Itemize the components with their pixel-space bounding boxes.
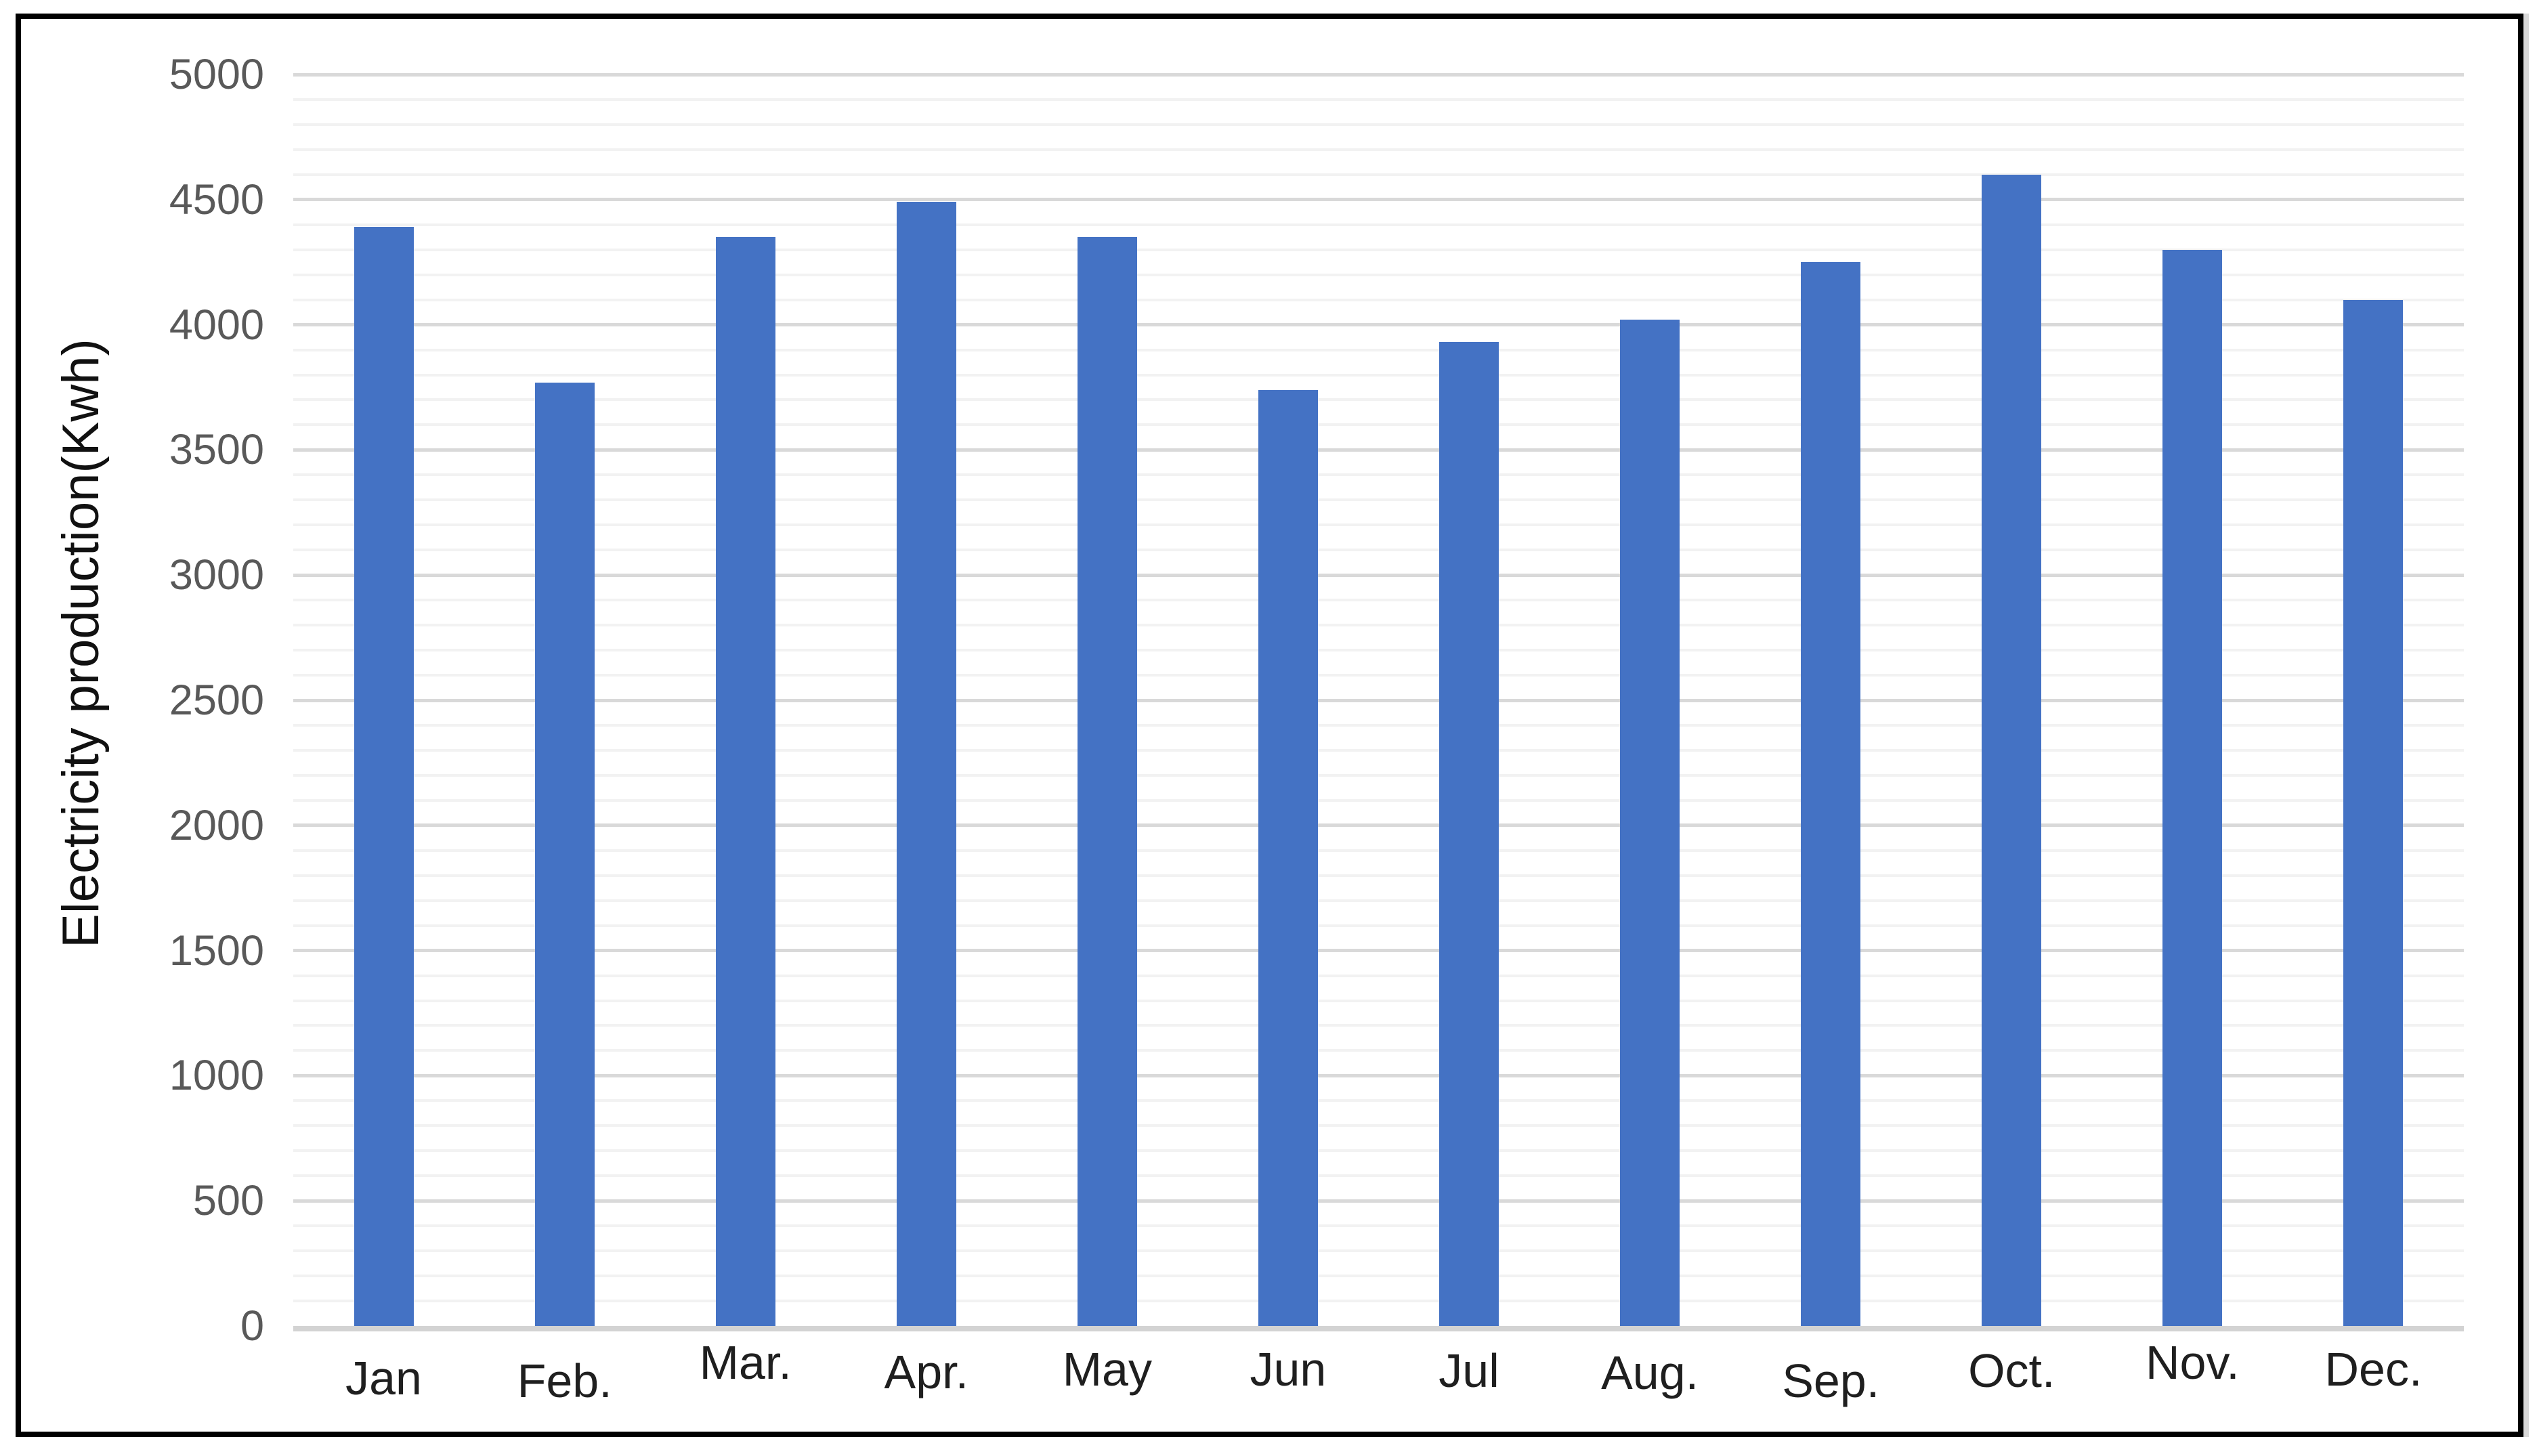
- y-tick-label: 3500: [169, 426, 264, 474]
- bar-jan: [354, 227, 414, 1326]
- bar-jul: [1439, 342, 1499, 1326]
- gridline-minor: [293, 723, 2464, 727]
- bar-feb: [534, 383, 595, 1326]
- gridline-minor: [293, 473, 2464, 477]
- gridline-minor: [293, 999, 2464, 1002]
- gridline-major: [293, 1073, 2464, 1077]
- y-tick-label: 500: [192, 1177, 264, 1225]
- gridline-major: [293, 72, 2464, 77]
- gridline-minor: [293, 599, 2464, 602]
- gridline-minor: [293, 1024, 2464, 1027]
- gridline-minor: [293, 748, 2464, 752]
- y-tick-label: 0: [240, 1302, 264, 1350]
- gridline-minor: [293, 1300, 2464, 1303]
- gridline-major: [293, 949, 2464, 953]
- gridline-minor: [293, 974, 2464, 977]
- bar-apr: [896, 202, 956, 1326]
- gridline-minor: [293, 1249, 2464, 1253]
- gridline-minor: [293, 1049, 2464, 1052]
- gridline-minor: [293, 1099, 2464, 1102]
- x-axis-label: Mar.: [699, 1336, 792, 1389]
- gridline-minor: [293, 1224, 2464, 1228]
- gridline-minor: [293, 123, 2464, 126]
- x-axis-label: Aug.: [1601, 1346, 1699, 1399]
- x-axis-label: Nov.: [2145, 1336, 2240, 1389]
- gridline-minor: [293, 173, 2464, 176]
- gridline-minor: [293, 373, 2464, 377]
- gridline-minor: [293, 98, 2464, 101]
- gridline-major: [293, 448, 2464, 452]
- bar-jun: [1258, 390, 1318, 1326]
- bar-nov: [2162, 250, 2223, 1326]
- gridline-minor: [293, 549, 2464, 552]
- gridline-minor: [293, 273, 2464, 276]
- gridline-minor: [293, 1124, 2464, 1128]
- bar-dec: [2343, 300, 2404, 1326]
- gridline-minor: [293, 1149, 2464, 1153]
- gridline-minor: [293, 1275, 2464, 1278]
- gridline-minor: [293, 298, 2464, 301]
- gridline-minor: [293, 1174, 2464, 1178]
- gridline-major: [293, 323, 2464, 327]
- gridline-minor: [293, 798, 2464, 802]
- bar-may: [1077, 237, 1137, 1326]
- bar-oct: [1982, 175, 2042, 1326]
- gridline-minor: [293, 924, 2464, 927]
- x-axis-label: Jun: [1250, 1343, 1327, 1396]
- gridline-minor: [293, 223, 2464, 226]
- gridline-minor: [293, 874, 2464, 877]
- gridline-minor: [293, 899, 2464, 902]
- y-tick-label: 4000: [169, 301, 264, 349]
- x-axis-label: Dec.: [2324, 1343, 2423, 1396]
- gridline-major: [293, 1199, 2464, 1203]
- gridline-major: [293, 698, 2464, 702]
- gridline-minor: [293, 348, 2464, 351]
- x-axis-label: Jul: [1438, 1344, 1499, 1397]
- y-tick-label: 3000: [169, 551, 264, 599]
- y-tick-label: 2000: [169, 801, 264, 849]
- x-axis-label: Sep.: [1782, 1354, 1880, 1407]
- y-tick-label: 1000: [169, 1052, 264, 1100]
- gridline-minor: [293, 674, 2464, 677]
- gridline-minor: [293, 523, 2464, 527]
- gridline-minor: [293, 649, 2464, 652]
- x-axis-label: Jan: [345, 1352, 422, 1405]
- gridline-minor: [293, 148, 2464, 151]
- y-tick-label: 2500: [169, 677, 264, 724]
- gridline-minor: [293, 773, 2464, 777]
- gridline-major: [293, 573, 2464, 577]
- bar-mar: [715, 237, 775, 1326]
- gridline-minor: [293, 498, 2464, 502]
- bar-aug: [1620, 320, 1680, 1326]
- gridline-minor: [293, 849, 2464, 852]
- x-axis-label: Apr.: [884, 1346, 969, 1398]
- gridline-minor: [293, 398, 2464, 402]
- chart-frame: Electricity production(Kwh) 0 500 1000 1500…: [16, 14, 2523, 1437]
- y-tick-label: 4500: [169, 175, 264, 223]
- bar-sep: [1801, 262, 1861, 1326]
- plot-area: [293, 72, 2464, 1326]
- gridline-minor: [293, 624, 2464, 627]
- y-tick-label: 5000: [169, 51, 264, 98]
- x-axis-label: Feb.: [517, 1354, 612, 1407]
- gridline-minor: [293, 248, 2464, 251]
- gridline-major: [293, 823, 2464, 828]
- y-tick-label: 1500: [169, 926, 264, 975]
- x-axis-label: Oct.: [1968, 1344, 2055, 1397]
- x-axis-label: May: [1062, 1343, 1152, 1396]
- gridline-major: [293, 198, 2464, 202]
- x-axis-line: [293, 1326, 2464, 1331]
- gridline-minor: [293, 423, 2464, 427]
